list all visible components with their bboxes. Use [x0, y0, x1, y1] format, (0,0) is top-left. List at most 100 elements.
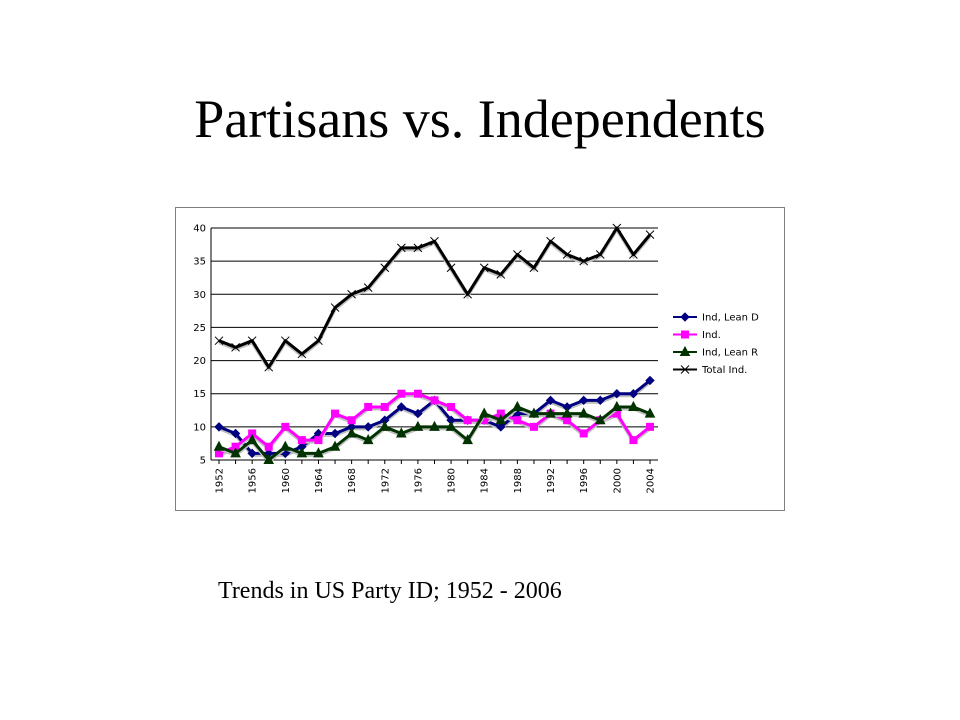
data-point [329, 440, 341, 451]
data-point [495, 414, 507, 425]
legend-label: Ind, Lean R [702, 348, 758, 359]
data-point [214, 336, 224, 346]
data-point [246, 434, 258, 445]
data-point [347, 416, 356, 425]
data-point [561, 407, 573, 418]
series-shadow [218, 227, 652, 373]
data-point [645, 230, 655, 239]
data-point [363, 422, 373, 432]
data-point [462, 434, 473, 445]
data-point [412, 420, 424, 431]
data-point [645, 375, 655, 386]
data-point [413, 389, 422, 398]
data-point [463, 289, 473, 299]
data-point [380, 263, 390, 273]
legend-item: Ind. [673, 330, 721, 341]
y-tick-label: 30 [193, 290, 206, 301]
data-point [297, 436, 306, 445]
data-point [646, 422, 654, 431]
data-point [347, 289, 356, 299]
x-mark-stroke [314, 336, 323, 346]
data-point [230, 447, 241, 458]
data-point [364, 402, 373, 411]
data-point [231, 342, 240, 352]
x-tick-label: 1984 [480, 468, 491, 493]
x-tick-label: 1972 [380, 468, 391, 493]
data-point [314, 436, 323, 445]
data-point [247, 336, 257, 346]
x-tick-label: 1980 [447, 468, 458, 493]
data-point [430, 396, 439, 405]
x-mark-stroke [579, 256, 589, 266]
data-point [579, 256, 589, 266]
x-tick-label: 1964 [314, 468, 325, 493]
data-point [512, 400, 523, 411]
data-point [578, 407, 590, 418]
x-mark-stroke [214, 336, 224, 346]
data-point [264, 362, 274, 372]
y-tick-label: 20 [193, 356, 206, 367]
legend-label: Total Ind. [701, 365, 747, 376]
data-point [463, 416, 472, 425]
data-point [529, 263, 539, 273]
data-point [429, 420, 440, 431]
x-mark-stroke [297, 349, 307, 359]
data-point [496, 270, 506, 279]
legend: Ind, Lean D Ind. Ind, Lean R Total Ind. [673, 312, 759, 376]
x-mark-stroke [280, 336, 290, 346]
data-point [397, 389, 406, 398]
x-mark-stroke [347, 289, 356, 299]
data-point [396, 243, 406, 253]
data-point [446, 263, 456, 273]
x-mark-stroke [396, 243, 406, 253]
data-point [595, 250, 605, 259]
data-point [396, 402, 407, 412]
x-tick-label: 1976 [413, 468, 424, 493]
data-point [545, 395, 556, 406]
data-point [644, 407, 656, 418]
x-tick-label: 1992 [546, 468, 557, 493]
legend-label: Ind, Lean D [702, 313, 759, 324]
data-point [562, 250, 572, 259]
y-tick-label: 40 [193, 224, 206, 235]
data-point [263, 453, 275, 464]
data-point [529, 422, 538, 431]
y-tick-label: 25 [193, 323, 206, 334]
x-mark-stroke [562, 250, 572, 259]
axes: 5 10 15 20 25 30 35 40 1952 1956 1960 1964 1968 1972 1… [193, 224, 658, 493]
y-tick-label: 10 [193, 422, 206, 433]
data-point [413, 243, 423, 253]
x-tick-label: 2000 [612, 468, 623, 493]
series-ind-lean-r [213, 400, 656, 465]
x-tick-label: 1956 [248, 468, 259, 493]
data-point [478, 407, 490, 418]
series-lines [213, 223, 656, 465]
slide-caption: Trends in US Party ID; 1952 - 2006 [218, 578, 562, 604]
y-tick-label: 5 [200, 456, 206, 467]
data-point [363, 283, 373, 293]
x-mark-stroke [380, 263, 390, 273]
x-mark-stroke [595, 250, 605, 259]
data-point [313, 447, 324, 458]
x-mark-stroke [513, 250, 522, 259]
x-mark-stroke [363, 283, 373, 293]
series-total-ind [214, 223, 655, 373]
x-mark-stroke [612, 223, 622, 233]
data-point [279, 440, 291, 451]
x-mark-stroke [264, 362, 274, 372]
legend-item: Ind, Lean D [673, 312, 759, 324]
data-point [430, 236, 439, 246]
legend-label: Ind. [702, 330, 721, 341]
x-mark-stroke [529, 263, 539, 273]
line-chart: 5 10 15 20 25 30 35 40 1952 1956 1960 1964 1968 1972 1… [193, 223, 759, 494]
data-point [612, 223, 622, 233]
x-mark-stroke [546, 236, 555, 246]
data-point [297, 349, 307, 359]
x-tick-label: 1968 [347, 468, 358, 493]
data-point [629, 436, 638, 445]
data-point [362, 434, 374, 445]
legend-swatch-marker [680, 365, 690, 374]
data-point [314, 336, 323, 346]
legend-item: Total Ind. [673, 365, 747, 376]
x-mark-stroke [680, 365, 690, 374]
